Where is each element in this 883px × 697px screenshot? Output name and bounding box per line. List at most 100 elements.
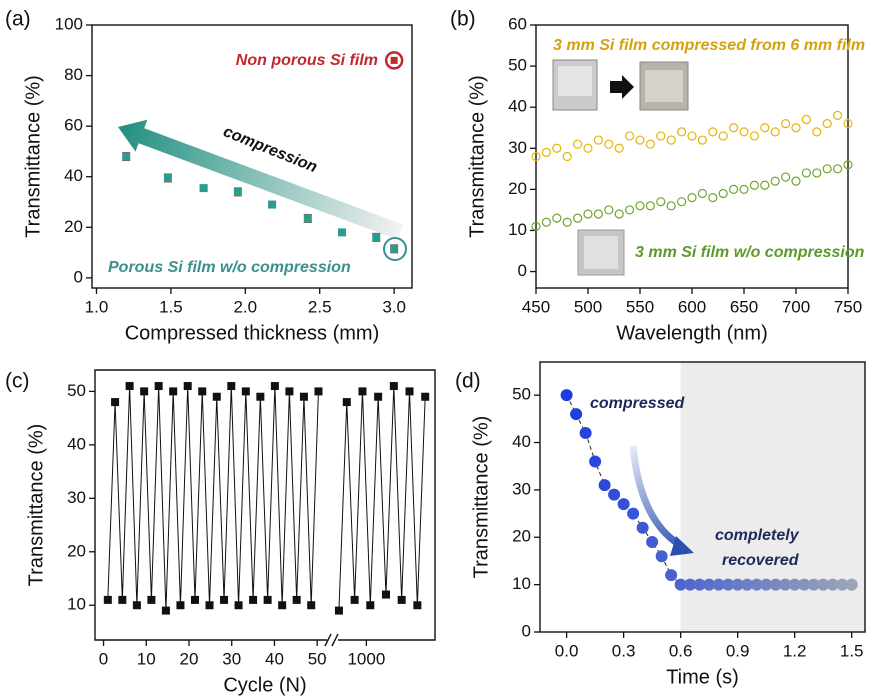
marker — [801, 114, 812, 125]
y-tick-label: 30 — [512, 479, 531, 498]
marker — [674, 578, 687, 591]
marker — [807, 578, 820, 591]
sample-photo-inner — [645, 70, 683, 102]
marker — [299, 392, 308, 401]
y-tick-label: 100 — [55, 14, 83, 33]
marker — [826, 578, 839, 591]
marker — [570, 408, 583, 421]
y-tick-label: 50 — [512, 385, 531, 404]
marker — [278, 601, 287, 610]
marker — [770, 176, 780, 186]
marker — [656, 131, 666, 141]
marker — [390, 244, 399, 253]
marker — [750, 578, 763, 591]
marker — [589, 455, 602, 468]
x-tick-label: 650 — [730, 297, 758, 316]
marker — [199, 184, 208, 193]
marker — [154, 382, 163, 391]
marker — [125, 382, 134, 391]
marker — [270, 382, 279, 391]
marker — [405, 387, 414, 396]
sample-photo-inner — [558, 66, 592, 96]
x-tick-label: 1.5 — [159, 297, 183, 316]
marker — [665, 569, 678, 582]
y-tick-label: 40 — [64, 166, 83, 185]
marker — [552, 143, 562, 153]
compression-arrow — [118, 119, 403, 240]
marker — [366, 601, 375, 610]
y-axis-label: Transmittance (%) — [25, 424, 47, 587]
x-axis-label: Compressed thickness (mm) — [125, 322, 380, 344]
y-tick-label: 10 — [508, 220, 527, 239]
marker — [780, 119, 791, 129]
marker — [531, 151, 541, 162]
y-axis-label: Transmittance (%) — [470, 416, 492, 579]
marker — [624, 131, 635, 141]
marker — [843, 119, 853, 129]
marker — [760, 578, 773, 591]
y-tick-label: 40 — [67, 434, 86, 453]
x-tick-label: 600 — [678, 297, 706, 316]
marker — [769, 578, 782, 591]
x-tick-label: 3.0 — [382, 297, 406, 316]
marker — [741, 578, 754, 591]
marker — [342, 398, 351, 407]
marker — [760, 123, 770, 133]
recovery-arrow — [629, 445, 682, 548]
marker — [163, 173, 172, 182]
marker — [635, 135, 645, 145]
marker — [624, 205, 635, 215]
y-tick-label: 30 — [508, 138, 527, 157]
marker — [645, 139, 656, 149]
y-tick-label: 50 — [67, 381, 86, 400]
marker — [381, 590, 390, 599]
marker — [593, 209, 604, 219]
x-tick-label: 0 — [99, 649, 108, 668]
y-tick-label: 10 — [512, 574, 531, 593]
marker — [812, 127, 822, 137]
marker — [249, 595, 258, 604]
marker — [666, 201, 676, 211]
marker — [749, 131, 760, 141]
marker — [552, 213, 562, 223]
y-tick-label: 0 — [522, 621, 531, 640]
annotation: recovered — [722, 552, 800, 569]
x-tick-label: 30 — [222, 649, 241, 668]
x-tick-label: 1.5 — [840, 641, 864, 660]
marker — [132, 601, 141, 610]
marker — [374, 392, 383, 401]
marker — [604, 205, 614, 215]
marker — [718, 131, 728, 141]
y-axis-label: Transmittance (%) — [466, 75, 488, 238]
decorations — [118, 59, 689, 276]
marker — [693, 578, 706, 591]
marker — [676, 197, 687, 207]
marker — [212, 392, 221, 401]
marker — [314, 387, 323, 396]
marker — [562, 217, 572, 227]
marker — [338, 228, 347, 237]
marker — [560, 389, 573, 402]
marker — [413, 601, 422, 610]
annotation: Porous Si film w/o compression — [108, 259, 351, 276]
marker — [372, 233, 381, 242]
marker — [118, 595, 127, 604]
marker — [579, 427, 592, 440]
marker — [614, 143, 624, 153]
x-tick-label: 700 — [782, 297, 810, 316]
panel-label: (a) — [5, 8, 31, 31]
recovery-arrowhead — [670, 536, 694, 556]
axis-frame — [91, 24, 413, 289]
marker — [817, 578, 830, 591]
marker — [572, 213, 583, 223]
marker — [822, 119, 832, 129]
marker — [703, 578, 716, 591]
marker — [384, 51, 404, 70]
x-tick-label: 1.0 — [85, 297, 109, 316]
marker — [358, 387, 367, 396]
marker — [749, 180, 760, 190]
x-tick-label: 0.6 — [669, 641, 693, 660]
y-tick-label: 20 — [508, 179, 527, 198]
axis-frame — [94, 369, 436, 641]
